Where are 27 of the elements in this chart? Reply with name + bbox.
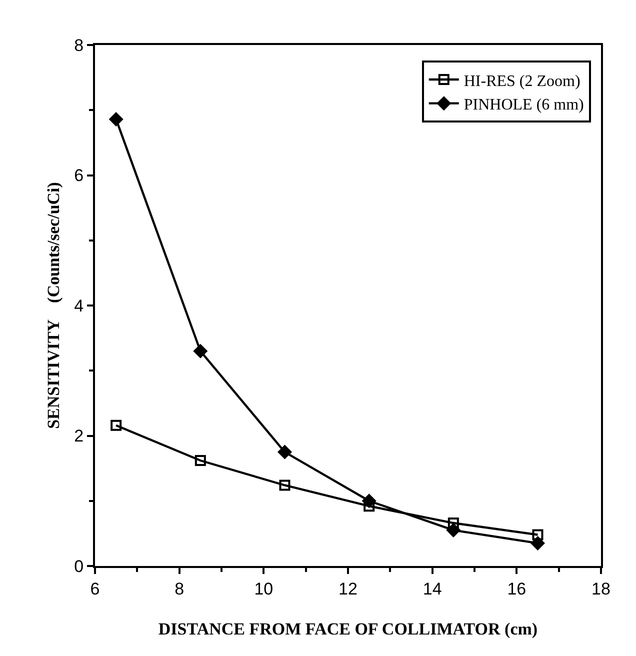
y-tick-label: 8	[74, 36, 84, 55]
legend-label: PINHOLE (6 mm)	[464, 96, 584, 114]
legend-label: HI-RES (2 Zoom)	[464, 72, 580, 90]
point	[362, 494, 376, 508]
point	[446, 523, 460, 538]
point	[109, 112, 123, 126]
x-tick-label: 14	[422, 579, 442, 598]
point	[279, 480, 290, 491]
y-tick-label: 4	[74, 296, 84, 316]
point	[110, 420, 122, 431]
y-tick-label: 2	[74, 426, 84, 446]
point	[194, 455, 206, 466]
point	[278, 445, 292, 459]
x-tick-label: 10	[254, 579, 274, 598]
y-tick-label: 6	[74, 166, 84, 186]
y-axis-title: SENSITIVITY (Counts/sec/uCi)	[44, 182, 64, 429]
x-tick-label: 12	[338, 579, 358, 598]
x-tick-label: 6	[90, 579, 100, 598]
x-tick-label: 16	[507, 579, 526, 598]
point	[194, 344, 208, 358]
point	[532, 529, 544, 540]
point	[530, 536, 545, 550]
x-tick-label: 8	[174, 579, 184, 598]
point	[448, 518, 459, 529]
y-tick-label: 0	[74, 556, 84, 576]
x-tick-label: 18	[592, 579, 610, 598]
x-axis-title: DISTANCE FROM FACE OF COLLIMATOR (cm)	[158, 619, 538, 638]
